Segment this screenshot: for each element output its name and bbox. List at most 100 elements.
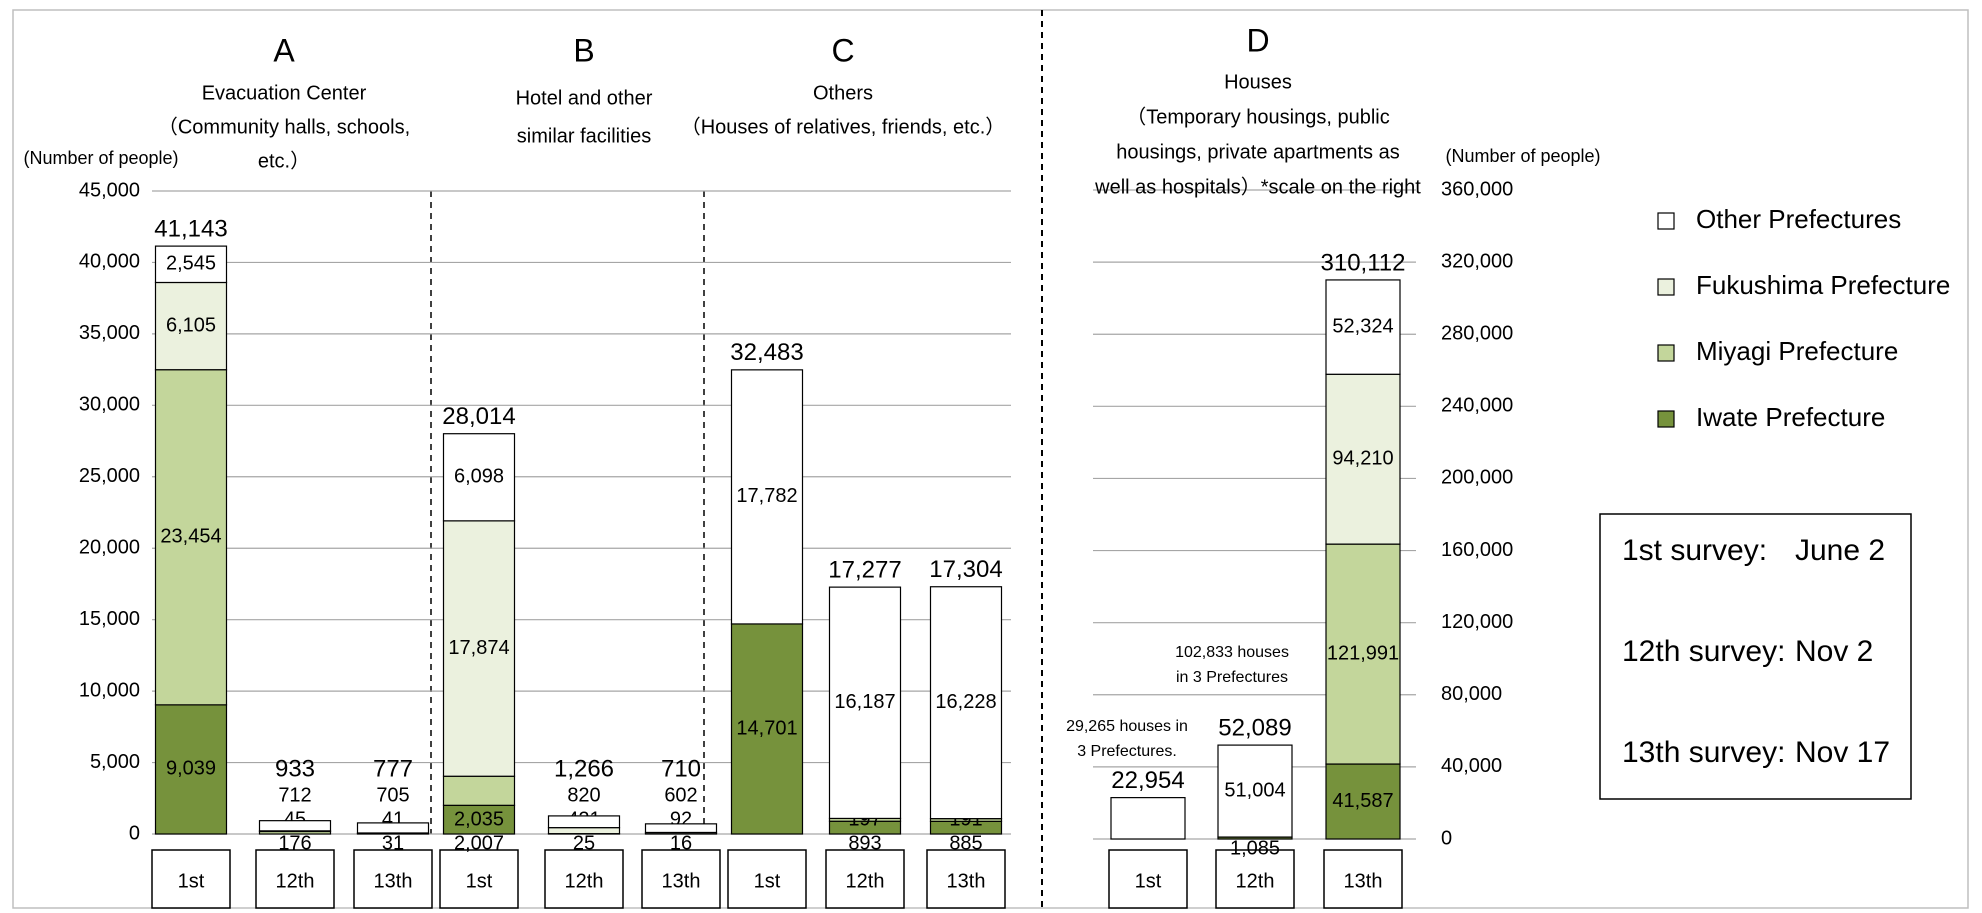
data-label: 9,039 <box>166 758 216 780</box>
survey-label: 12th survey: <box>1622 635 1785 668</box>
data-label: 705 <box>376 784 409 806</box>
x-tick-label: 13th <box>947 870 986 892</box>
category-box <box>641 849 721 909</box>
legend-swatch <box>1657 278 1675 296</box>
bar-segment <box>442 775 516 806</box>
bar-segment <box>258 820 332 832</box>
legend-swatch <box>1657 344 1675 362</box>
group-title: Houses <box>1224 71 1292 93</box>
legend-label: Iwate Prefecture <box>1696 402 1885 432</box>
x-tick-label: 1st <box>754 870 781 892</box>
total-label: 22,954 <box>1111 767 1184 794</box>
data-label: 2,035 <box>454 808 504 830</box>
y-tick-label: 0 <box>129 822 140 844</box>
y-tick-label: 40,000 <box>1441 755 1502 777</box>
data-label: 17,874 <box>448 637 509 659</box>
annotation: 3 Prefectures. <box>1077 743 1177 760</box>
group-title: etc.） <box>258 149 310 172</box>
data-label: 14,701 <box>736 717 797 739</box>
y-tick-label: 240,000 <box>1441 395 1513 417</box>
data-label: 176 <box>278 832 311 854</box>
total-label: 17,304 <box>929 556 1002 583</box>
y-tick-label: 0 <box>1441 827 1452 849</box>
category-box <box>926 849 1006 909</box>
data-label: 6,098 <box>454 466 504 488</box>
bar-segment <box>1217 744 1293 838</box>
bar-segment <box>442 520 516 777</box>
bar-segment <box>730 623 804 835</box>
bar-segment <box>154 245 228 284</box>
y-tick-label: 45,000 <box>79 179 140 201</box>
data-label: 16 <box>670 832 692 854</box>
group-title: （Temporary housings, public <box>1126 105 1389 128</box>
survey-date: Nov 2 <box>1795 635 1873 668</box>
group-title: well as hospitals）*scale on the right <box>1094 175 1421 198</box>
data-label: 885 <box>949 832 982 854</box>
x-tick-label: 1st <box>466 870 493 892</box>
y-tick-label: 160,000 <box>1441 539 1513 561</box>
data-label: 6,105 <box>166 314 216 336</box>
survey-date: June 2 <box>1795 534 1885 567</box>
total-label: 710 <box>661 755 701 782</box>
group-title: Evacuation Center <box>202 82 367 104</box>
data-label: 2,007 <box>454 832 504 854</box>
category-box <box>825 849 905 909</box>
y-tick-label: 20,000 <box>79 537 140 559</box>
group-letter: D <box>1246 22 1269 58</box>
legend-swatch <box>1657 212 1675 230</box>
group-title: similar facilities <box>517 125 651 147</box>
legend-label: Fukushima Prefecture <box>1696 270 1950 300</box>
bar-segment <box>1325 763 1401 840</box>
total-label: 52,089 <box>1218 714 1291 741</box>
y-tick-label: 30,000 <box>79 394 140 416</box>
bar-segment <box>442 433 516 522</box>
y-tick-label: 15,000 <box>79 608 140 630</box>
category-box <box>1108 849 1188 909</box>
bar-segment <box>1110 797 1186 840</box>
annotation: in 3 Prefectures <box>1176 669 1288 686</box>
group-letter: C <box>831 32 854 68</box>
y-tick-label: 80,000 <box>1441 683 1502 705</box>
data-label: 31 <box>382 832 404 854</box>
x-tick-label: 12th <box>276 870 315 892</box>
legend-swatch <box>1657 410 1675 428</box>
group-title: housings, private apartments as <box>1116 141 1400 163</box>
y-axis-label: (Number of people) <box>1445 146 1600 166</box>
total-label: 310,112 <box>1321 249 1406 276</box>
bar-segment <box>154 704 228 835</box>
bar-segment <box>442 804 516 835</box>
y-tick-label: 320,000 <box>1441 250 1513 272</box>
total-label: 777 <box>373 755 413 782</box>
category-box <box>727 849 807 909</box>
data-label: 820 <box>567 784 600 806</box>
bar-segment <box>154 369 228 706</box>
category-box <box>255 849 335 909</box>
category-box <box>1215 849 1295 909</box>
bar-segment <box>644 823 718 834</box>
y-tick-label: 120,000 <box>1441 611 1513 633</box>
bar-segment <box>356 822 430 834</box>
x-tick-label: 13th <box>662 870 701 892</box>
total-label: 1,266 <box>554 755 614 782</box>
total-label: 28,014 <box>442 403 515 430</box>
bar-segment <box>1325 543 1401 765</box>
y-tick-label: 360,000 <box>1441 178 1513 200</box>
x-tick-label: 12th <box>565 870 604 892</box>
x-tick-label: 13th <box>1344 870 1383 892</box>
data-label: 94,210 <box>1332 447 1393 469</box>
category-box <box>353 849 433 909</box>
group-letter: B <box>573 32 594 68</box>
survey-date: Nov 17 <box>1795 736 1890 769</box>
x-tick-label: 12th <box>846 870 885 892</box>
group-title: （Houses of relatives, friends, etc.） <box>681 115 1006 138</box>
bar-segment <box>730 369 804 625</box>
group-title: Others <box>813 82 873 104</box>
data-label: 1,085 <box>1230 837 1280 859</box>
data-label: 893 <box>848 832 881 854</box>
y-tick-label: 5,000 <box>90 751 140 773</box>
survey-label: 13th survey: <box>1622 736 1785 769</box>
y-tick-label: 35,000 <box>79 322 140 344</box>
x-tick-label: 1st <box>1135 870 1162 892</box>
total-label: 32,483 <box>730 339 803 366</box>
group-title: （Community halls, schools, <box>158 115 410 138</box>
